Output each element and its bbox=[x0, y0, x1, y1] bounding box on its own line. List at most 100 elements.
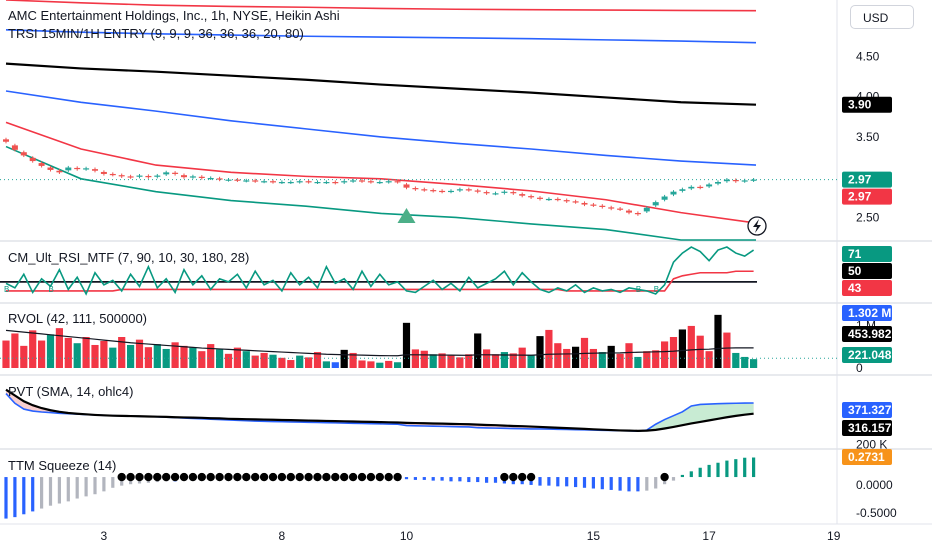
pvt-legend: PVT (SMA, 14, ohlc4) bbox=[8, 384, 134, 399]
candle bbox=[572, 201, 579, 203]
rsi-pane[interactable] bbox=[0, 242, 837, 302]
squeeze-dot bbox=[277, 472, 287, 482]
rvol-value-label: 221.048 K bbox=[842, 347, 904, 363]
ttm-bar bbox=[413, 477, 417, 480]
time-tick-label: 17 bbox=[702, 529, 716, 543]
candle bbox=[118, 175, 125, 177]
rvol-bar bbox=[55, 328, 63, 368]
candle bbox=[305, 181, 312, 183]
squeeze-dot bbox=[526, 472, 536, 482]
rvol-bar bbox=[750, 359, 758, 368]
ttm-bar bbox=[111, 477, 115, 488]
candle bbox=[11, 145, 18, 150]
rvol-bar bbox=[429, 354, 437, 368]
candle bbox=[394, 181, 401, 183]
candle bbox=[412, 188, 419, 190]
rvol-bar bbox=[73, 343, 81, 368]
rvol-bar bbox=[509, 353, 517, 368]
ttm-bar bbox=[458, 477, 462, 482]
rsi-cross-marker: B bbox=[654, 285, 659, 294]
rvol-bar bbox=[687, 325, 695, 368]
candle bbox=[100, 171, 107, 174]
candle bbox=[136, 175, 143, 177]
squeeze-dot bbox=[153, 472, 162, 482]
pvt-fill-bullish bbox=[646, 402, 754, 431]
rvol-bar bbox=[483, 349, 491, 368]
candle bbox=[750, 179, 757, 181]
candle bbox=[154, 175, 161, 177]
rvol-bar bbox=[207, 344, 215, 368]
rvol-bar bbox=[171, 342, 179, 368]
rvol-bar bbox=[296, 355, 304, 368]
pvt-value-label: 371.327 K bbox=[842, 402, 904, 418]
ttm-bar bbox=[93, 477, 97, 495]
price-pane[interactable] bbox=[0, 0, 837, 240]
squeeze-dot bbox=[340, 472, 349, 482]
candle bbox=[47, 167, 54, 170]
rsi-line bbox=[5, 246, 755, 296]
lightning-icon[interactable] bbox=[747, 216, 767, 236]
svg-text:3.90: 3.90 bbox=[848, 98, 872, 112]
candle bbox=[652, 202, 659, 206]
ttm-bar bbox=[547, 477, 551, 486]
squeeze-dot bbox=[322, 472, 331, 482]
rvol-bar bbox=[643, 351, 651, 368]
squeeze-dot bbox=[286, 472, 295, 482]
price-tick-label: 3.50 bbox=[856, 130, 880, 144]
svg-text:1.302 M: 1.302 M bbox=[848, 306, 891, 320]
candle bbox=[83, 168, 90, 170]
rvol-bar bbox=[456, 357, 464, 368]
candle bbox=[385, 181, 392, 183]
price-value-label: 3.90 bbox=[842, 96, 892, 113]
rvol-bar bbox=[376, 362, 384, 368]
candle bbox=[189, 176, 196, 178]
squeeze-dot bbox=[268, 472, 278, 482]
ttm-bar bbox=[689, 471, 693, 478]
rvol-bar bbox=[260, 352, 268, 368]
squeeze-dot bbox=[162, 472, 171, 482]
squeeze-dot bbox=[304, 472, 313, 482]
time-tick-label: 19 bbox=[827, 529, 841, 543]
candle bbox=[270, 181, 276, 183]
currency-button[interactable]: USD bbox=[850, 5, 914, 29]
candle bbox=[252, 180, 259, 182]
rvol-bar bbox=[127, 344, 135, 368]
candle bbox=[172, 172, 179, 174]
candle bbox=[510, 192, 517, 194]
rvol-bar bbox=[287, 360, 295, 368]
rvol-bar bbox=[358, 360, 366, 368]
ttm-tick-label: 0.0000 bbox=[856, 478, 893, 492]
rvol-bar bbox=[180, 345, 188, 368]
rvol-bar bbox=[723, 332, 731, 368]
ttm-tick-label: -0.5000 bbox=[856, 506, 897, 520]
rvol-bar bbox=[64, 337, 72, 368]
ttm-bar bbox=[582, 477, 587, 488]
candle bbox=[537, 197, 543, 199]
svg-text:0.2731: 0.2731 bbox=[848, 450, 885, 464]
price-tick-label: 2.50 bbox=[856, 210, 880, 224]
candle bbox=[545, 198, 552, 201]
candle bbox=[599, 205, 606, 207]
candle bbox=[688, 186, 695, 189]
ttm-bar bbox=[476, 477, 480, 483]
candle bbox=[145, 175, 152, 178]
candle bbox=[617, 208, 624, 210]
rvol-bar bbox=[322, 361, 330, 368]
squeeze-dot bbox=[313, 472, 322, 482]
rsi-legend: CM_Ult_RSI_MTF (7, 90, 10, 30, 180, 28) bbox=[8, 250, 250, 265]
candle bbox=[20, 152, 27, 156]
ttm-bar bbox=[707, 464, 711, 478]
rvol-bar bbox=[82, 337, 90, 368]
rvol-bar bbox=[38, 340, 46, 368]
candle bbox=[661, 196, 668, 200]
candle bbox=[715, 182, 721, 184]
candle bbox=[590, 204, 597, 206]
svg-text:371.327 K: 371.327 K bbox=[848, 403, 904, 417]
ttm-pane[interactable] bbox=[0, 450, 837, 522]
rvol-bar bbox=[118, 337, 126, 368]
rvol-bar bbox=[563, 348, 571, 368]
squeeze-dot bbox=[357, 472, 367, 482]
candle bbox=[207, 177, 214, 180]
ttm-bar bbox=[752, 457, 756, 478]
